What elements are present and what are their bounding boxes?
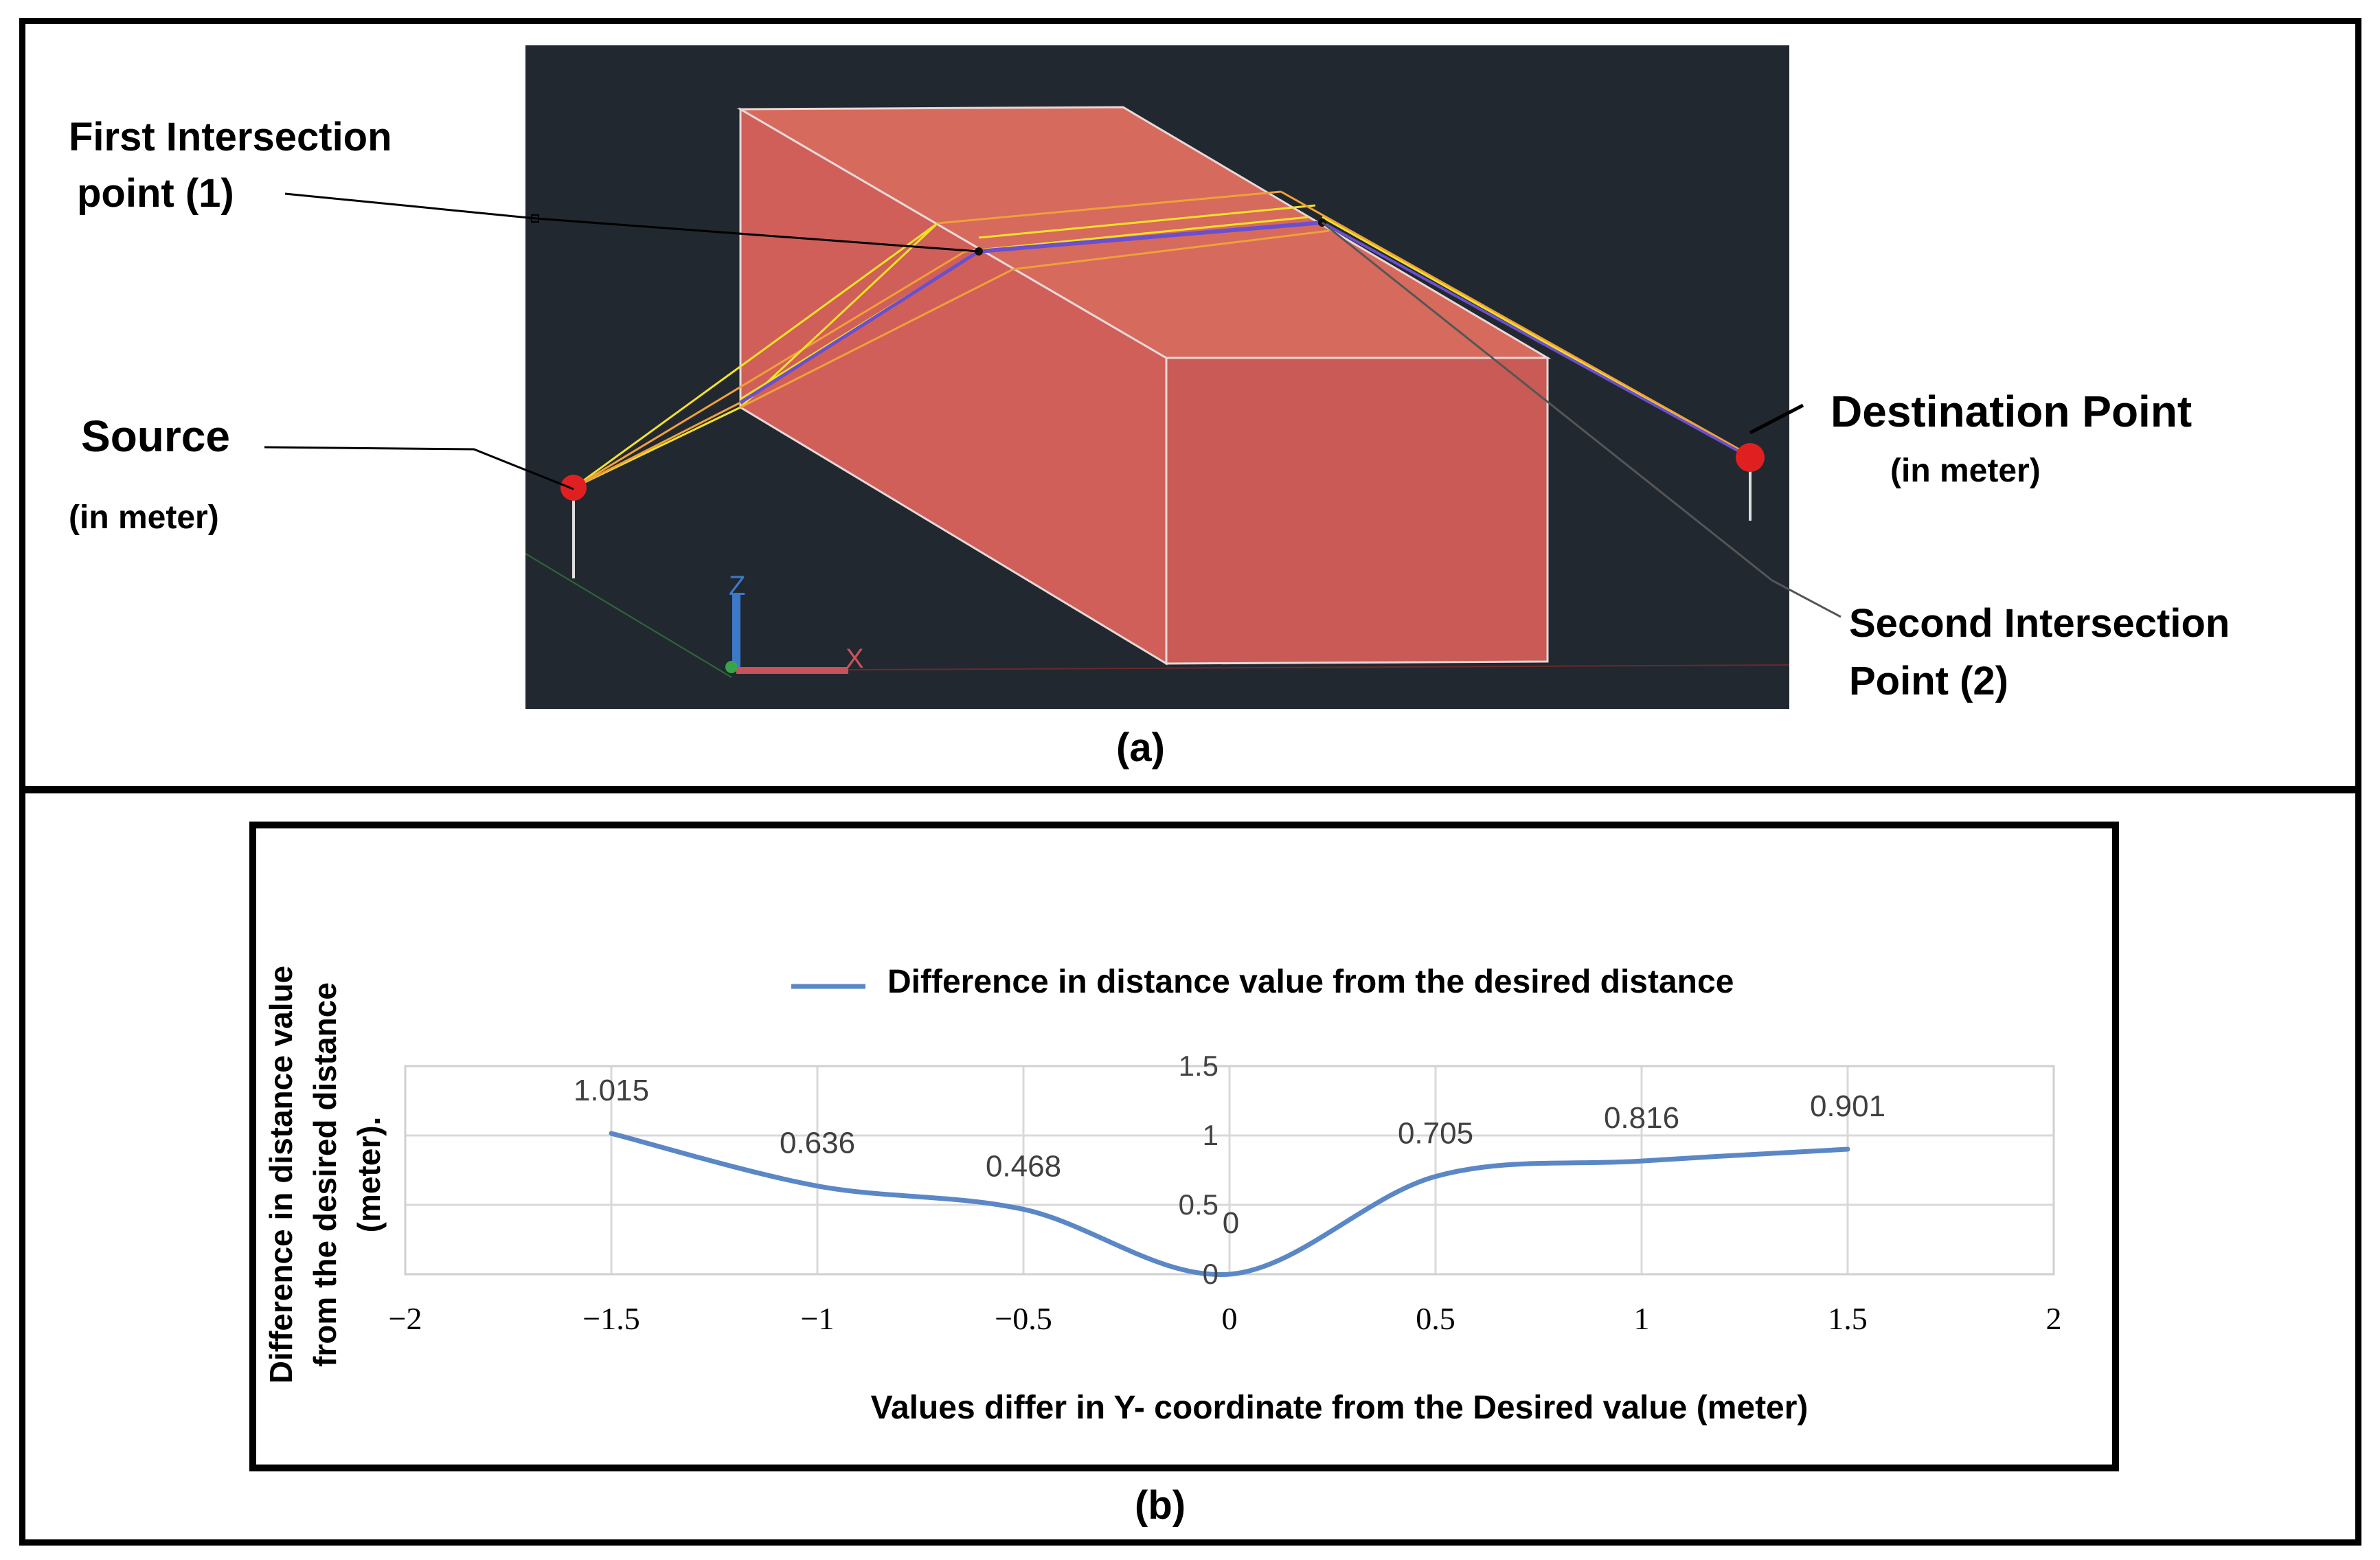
chart-ticks: −2 −1.5 −1 −0.5 0 0.5 1 1.5 200.511.5 — [389, 1050, 2062, 1336]
x-tick-label: 0.5 — [1416, 1301, 1455, 1336]
source-unit-label: (in meter) — [69, 499, 219, 536]
data-label: 0.816 — [1604, 1101, 1679, 1135]
y-axis-title: Difference in distance value from the de… — [263, 966, 387, 1383]
leader-destination — [1749, 403, 1804, 435]
panel-b-frame — [19, 787, 2361, 1546]
ray — [978, 204, 1316, 239]
cad-viewport: Z X — [525, 45, 1789, 709]
x-tick-label: 0 — [1222, 1301, 1238, 1336]
ucs-x-label: X — [846, 644, 864, 674]
second-intersection-label-line2: Point (2) — [1849, 659, 2008, 703]
x-tick-label: −0.5 — [995, 1301, 1052, 1336]
ray — [573, 250, 966, 489]
data-label: 0.468 — [986, 1149, 1061, 1183]
y-tick-label: 1.5 — [1179, 1050, 1219, 1082]
data-label: 0.636 — [780, 1127, 855, 1160]
y-axis-title-line3: (meter). — [351, 1117, 387, 1233]
y-axis-title-line2: from the desired distance — [307, 982, 343, 1367]
path-segment — [739, 249, 980, 405]
chart-grid — [404, 1065, 2055, 1276]
leader-source — [264, 446, 574, 490]
y-tick-label: 1 — [1203, 1119, 1219, 1151]
ray — [739, 222, 939, 409]
ray — [573, 401, 741, 489]
x-tick-label: 2 — [2046, 1301, 2062, 1336]
x-axis-title: Values differ in Y- coordinate from the … — [871, 1390, 1809, 1426]
chart-series — [609, 1131, 1850, 1278]
panel-a-caption: (a) — [1116, 725, 1165, 770]
series-line — [609, 1131, 1850, 1278]
data-label: 0.901 — [1810, 1089, 1885, 1123]
leader-second-intersection — [1322, 221, 1841, 618]
data-label: 0 — [1223, 1206, 1239, 1240]
y-tick-label: 0.5 — [1179, 1188, 1219, 1221]
path-segment — [1322, 221, 1751, 459]
ucs-origin — [725, 661, 738, 673]
ray — [740, 268, 1014, 409]
ray-bundle — [573, 190, 1751, 489]
main-propagation-path — [739, 221, 1751, 459]
cad-scene: Z X — [525, 106, 1789, 678]
destination-unit-label: (in meter) — [1890, 453, 2041, 489]
chart-frame — [249, 822, 2119, 1471]
ray — [1280, 190, 1751, 457]
x-tick-label: −1 — [801, 1301, 835, 1336]
source-label: Source — [81, 411, 230, 461]
ground-x-axis-line — [731, 664, 1789, 671]
y-tick-label: 0 — [1203, 1258, 1219, 1290]
box-side-face — [1165, 357, 1549, 665]
ray — [937, 190, 1282, 225]
y-axis-title-line1: Difference in distance value — [263, 966, 299, 1383]
destination-point-marker — [1736, 443, 1765, 472]
ray — [1012, 229, 1330, 271]
source-point-marker — [560, 475, 587, 501]
legend-label: Difference in distance value from the de… — [887, 964, 1734, 1000]
path-segment — [978, 221, 1323, 253]
ray — [964, 216, 1309, 253]
x-tick-label: 1.5 — [1828, 1301, 1868, 1336]
first-intersection-label-line1: First Intersection — [69, 115, 392, 159]
second-intersection-label-line1: Second Intersection — [1849, 601, 2230, 646]
chart-data-labels: 1.015 0.636 0.468 0 0.705 0.816 0.901 — [574, 1074, 1885, 1240]
x-tick-label: −1.5 — [582, 1301, 639, 1336]
x-tick-label: 1 — [1634, 1301, 1650, 1336]
ground-y-axis-line — [525, 553, 732, 678]
ray — [573, 222, 938, 489]
data-label: 1.015 — [574, 1074, 649, 1107]
leader-first-intersection — [284, 192, 979, 253]
first-intersection-label-line2: point (1) — [77, 171, 234, 216]
destination-label: Destination Point — [1831, 387, 2192, 436]
leader-first-intersection-box — [531, 214, 539, 223]
data-label: 0.705 — [1398, 1117, 1473, 1151]
x-tick-label: −2 — [389, 1301, 422, 1336]
panel-b-caption: (b) — [1135, 1483, 1186, 1528]
ucs-z-label: Z — [729, 571, 745, 601]
